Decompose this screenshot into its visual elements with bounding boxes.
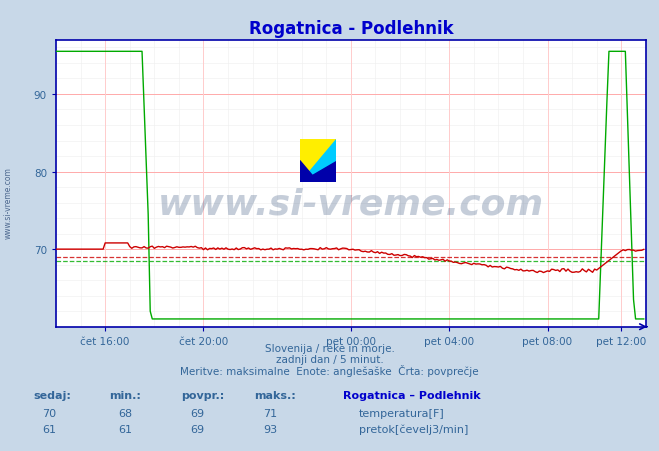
Text: 61: 61 xyxy=(118,424,132,434)
Text: 68: 68 xyxy=(118,408,132,418)
Text: 61: 61 xyxy=(42,424,57,434)
Text: zadnji dan / 5 minut.: zadnji dan / 5 minut. xyxy=(275,354,384,364)
Text: maks.:: maks.: xyxy=(254,390,295,400)
Polygon shape xyxy=(300,140,336,183)
Text: www.si-vreme.com: www.si-vreme.com xyxy=(3,167,13,239)
Text: sedaj:: sedaj: xyxy=(33,390,71,400)
Text: min.:: min.: xyxy=(109,390,140,400)
Text: Rogatnica – Podlehnik: Rogatnica – Podlehnik xyxy=(343,390,480,400)
Title: Rogatnica - Podlehnik: Rogatnica - Podlehnik xyxy=(248,20,453,37)
Text: 71: 71 xyxy=(263,408,277,418)
Text: www.si-vreme.com: www.si-vreme.com xyxy=(158,187,544,221)
Text: pretok[čevelj3/min]: pretok[čevelj3/min] xyxy=(359,423,469,434)
Text: Meritve: maksimalne  Enote: anglešaške  Črta: povprečje: Meritve: maksimalne Enote: anglešaške Čr… xyxy=(180,364,479,376)
Text: povpr.:: povpr.: xyxy=(181,390,225,400)
Text: Slovenija / reke in morje.: Slovenija / reke in morje. xyxy=(264,343,395,353)
Text: temperatura[F]: temperatura[F] xyxy=(359,408,445,418)
Text: 69: 69 xyxy=(190,408,205,418)
Text: 69: 69 xyxy=(190,424,205,434)
Polygon shape xyxy=(300,140,336,183)
Text: 70: 70 xyxy=(42,408,57,418)
Polygon shape xyxy=(300,161,336,183)
Polygon shape xyxy=(300,161,318,183)
Text: 93: 93 xyxy=(263,424,277,434)
